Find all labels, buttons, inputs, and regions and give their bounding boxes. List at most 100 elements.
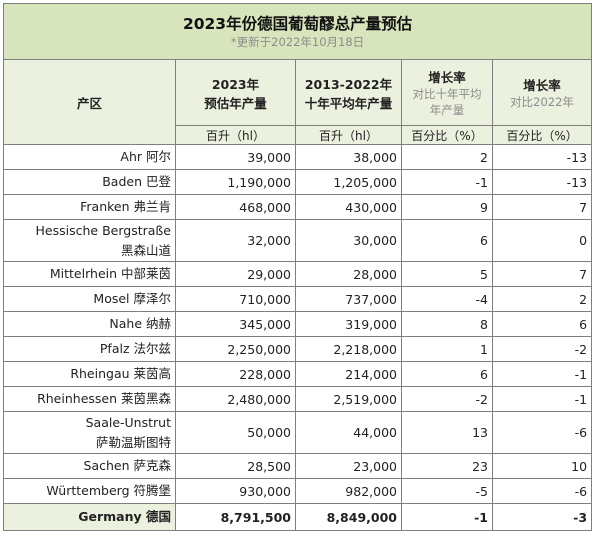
- region-cell: Franken 弗兰肯: [3, 194, 176, 220]
- header-growth-vs-avg-title: 增长率: [428, 70, 466, 85]
- avg-cell: 319,000: [295, 311, 402, 337]
- growth-vs-avg-cell: 8: [401, 311, 493, 337]
- est-2023-cell: 2,480,000: [175, 386, 296, 412]
- growth-vs-2022-cell: 7: [491, 194, 593, 220]
- est-2023-cell: 228,000: [175, 361, 296, 387]
- growth-vs-avg-cell: -5: [401, 478, 493, 504]
- production-table: 2023年份德国葡萄醪总产量预估 *更新于2022年10月18日 产区 2023…: [2, 3, 593, 531]
- region-cell: Saale-Unstrut 萨勒温斯图特: [3, 411, 176, 454]
- header-est-2023: 2023年 预估年产量: [175, 59, 296, 126]
- est-2023-cell: 32,000: [175, 219, 296, 262]
- table-row: Hessische Bergstraße 黑森山道 32,000 30,000 6 0: [3, 219, 593, 262]
- header-est-2023-line2: 预估年产量: [204, 95, 267, 111]
- header-avg-line2: 十年平均年产量: [304, 95, 393, 111]
- total-region-cell: Germany 德国: [3, 503, 176, 531]
- header-growth-vs-2022-sub: 对比2022年: [510, 95, 574, 109]
- growth-vs-avg-cell: 6: [401, 219, 493, 262]
- unit-avg: 百升（hl）: [295, 125, 402, 145]
- table-row: Franken 弗兰肯 468,000 430,000 9 7: [3, 194, 593, 220]
- growth-vs-avg-cell: 1: [401, 336, 493, 362]
- growth-vs-2022-cell: 2: [491, 286, 593, 312]
- growth-vs-2022-cell: 7: [491, 261, 593, 287]
- est-2023-cell: 50,000: [175, 411, 296, 454]
- growth-vs-avg-cell: 2: [401, 144, 493, 170]
- est-2023-cell: 1,190,000: [175, 169, 296, 195]
- growth-vs-avg-cell: 23: [401, 453, 493, 479]
- region-name-line1: Saale-Unstrut: [85, 414, 171, 430]
- est-2023-cell: 710,000: [175, 286, 296, 312]
- growth-vs-2022-cell: 10: [491, 453, 593, 479]
- production-table-container: 2023年份德国葡萄醪总产量预估 *更新于2022年10月18日 产区 2023…: [2, 3, 593, 531]
- unit-growth-vs-avg: 百分比（%）: [401, 125, 493, 145]
- growth-vs-avg-cell: -4: [401, 286, 493, 312]
- growth-vs-avg-cell: 9: [401, 194, 493, 220]
- growth-vs-avg-cell: -1: [401, 169, 493, 195]
- table-row: Sachen 萨克森 28,500 23,000 23 10: [3, 453, 593, 479]
- growth-vs-2022-cell: -6: [491, 411, 593, 454]
- growth-vs-avg-cell: -2: [401, 386, 493, 412]
- growth-vs-avg-cell: 6: [401, 361, 493, 387]
- est-2023-cell: 29,000: [175, 261, 296, 287]
- table-row: Württemberg 符腾堡 930,000 982,000 -5 -6: [3, 478, 593, 504]
- table-row: Nahe 纳赫 345,000 319,000 8 6: [3, 311, 593, 337]
- region-cell: Sachen 萨克森: [3, 453, 176, 479]
- region-cell: Ahr 阿尔: [3, 144, 176, 170]
- avg-cell: 2,218,000: [295, 336, 402, 362]
- header-growth-vs-2022: 增长率 对比2022年: [491, 59, 593, 126]
- est-2023-cell: 930,000: [175, 478, 296, 504]
- region-cell: Mosel 摩泽尔: [3, 286, 176, 312]
- table-title: 2023年份德国葡萄醪总产量预估: [182, 14, 413, 33]
- avg-cell: 737,000: [295, 286, 402, 312]
- header-est-2023-line1: 2023年: [211, 76, 260, 92]
- table-row: Ahr 阿尔 39,000 38,000 2 -13: [3, 144, 593, 170]
- total-avg-cell: 8,849,000: [295, 503, 402, 531]
- header-growth-vs-avg-sub2: 年产量: [429, 103, 465, 117]
- growth-vs-avg-cell: 13: [401, 411, 493, 454]
- growth-vs-2022-cell: -6: [491, 478, 593, 504]
- table-row: Mittelrhein 中部莱茵 29,000 28,000 5 7: [3, 261, 593, 287]
- growth-vs-2022-cell: 6: [491, 311, 593, 337]
- region-cell: Nahe 纳赫: [3, 311, 176, 337]
- region-name-line2: 黑森山道: [120, 242, 171, 258]
- avg-cell: 982,000: [295, 478, 402, 504]
- total-row: Germany 德国 8,791,500 8,849,000 -1 -3: [3, 503, 593, 531]
- region-cell: Rheingau 莱茵高: [3, 361, 176, 387]
- avg-cell: 30,000: [295, 219, 402, 262]
- growth-vs-2022-cell: 0: [491, 219, 593, 262]
- total-est-2023-cell: 8,791,500: [175, 503, 296, 531]
- table-row: Saale-Unstrut 萨勒温斯图特 50,000 44,000 13 -6: [3, 411, 593, 454]
- table-row: Rheingau 莱茵高 228,000 214,000 6 -1: [3, 361, 593, 387]
- total-growth-vs-2022-cell: -3: [491, 503, 593, 531]
- update-note: *更新于2022年10月18日: [230, 34, 365, 49]
- table-row: Pfalz 法尔兹 2,250,000 2,218,000 1 -2: [3, 336, 593, 362]
- header-growth-vs-avg-sub1: 对比十年平均: [412, 87, 482, 101]
- unit-growth-vs-2022: 百分比（%）: [491, 125, 593, 145]
- growth-vs-2022-cell: -13: [491, 169, 593, 195]
- growth-vs-2022-cell: -2: [491, 336, 593, 362]
- table-row: Rheinhessen 莱茵黑森 2,480,000 2,519,000 -2 -1: [3, 386, 593, 412]
- growth-vs-2022-cell: -1: [491, 361, 593, 387]
- header-avg: 2013-2022年 十年平均年产量: [295, 59, 402, 126]
- est-2023-cell: 345,000: [175, 311, 296, 337]
- growth-vs-avg-cell: 5: [401, 261, 493, 287]
- table-row: Baden 巴登 1,190,000 1,205,000 -1 -13: [3, 169, 593, 195]
- title-cell: 2023年份德国葡萄醪总产量预估 *更新于2022年10月18日: [2, 3, 593, 60]
- unit-row: 百升（hl） 百升（hl） 百分比（%） 百分比（%）: [4, 125, 593, 145]
- region-cell: Württemberg 符腾堡: [3, 478, 176, 504]
- header-region: 产区: [3, 59, 176, 145]
- region-cell: Mittelrhein 中部莱茵: [3, 261, 176, 287]
- avg-cell: 38,000: [295, 144, 402, 170]
- est-2023-cell: 28,500: [175, 453, 296, 479]
- region-cell: Baden 巴登: [3, 169, 176, 195]
- table-row: Mosel 摩泽尔 710,000 737,000 -4 2: [3, 286, 593, 312]
- avg-cell: 1,205,000: [295, 169, 402, 195]
- growth-vs-2022-cell: -1: [491, 386, 593, 412]
- est-2023-cell: 468,000: [175, 194, 296, 220]
- header-growth-vs-avg: 增长率 对比十年平均 年产量: [401, 59, 493, 126]
- avg-cell: 23,000: [295, 453, 402, 479]
- total-growth-vs-avg-cell: -1: [401, 503, 493, 531]
- growth-vs-2022-cell: -13: [491, 144, 593, 170]
- region-cell: Rheinhessen 莱茵黑森: [3, 386, 176, 412]
- est-2023-cell: 2,250,000: [175, 336, 296, 362]
- header-row: 产区 2023年 预估年产量 2013-2022年 十年平均年产量 增长率 对比…: [3, 59, 593, 145]
